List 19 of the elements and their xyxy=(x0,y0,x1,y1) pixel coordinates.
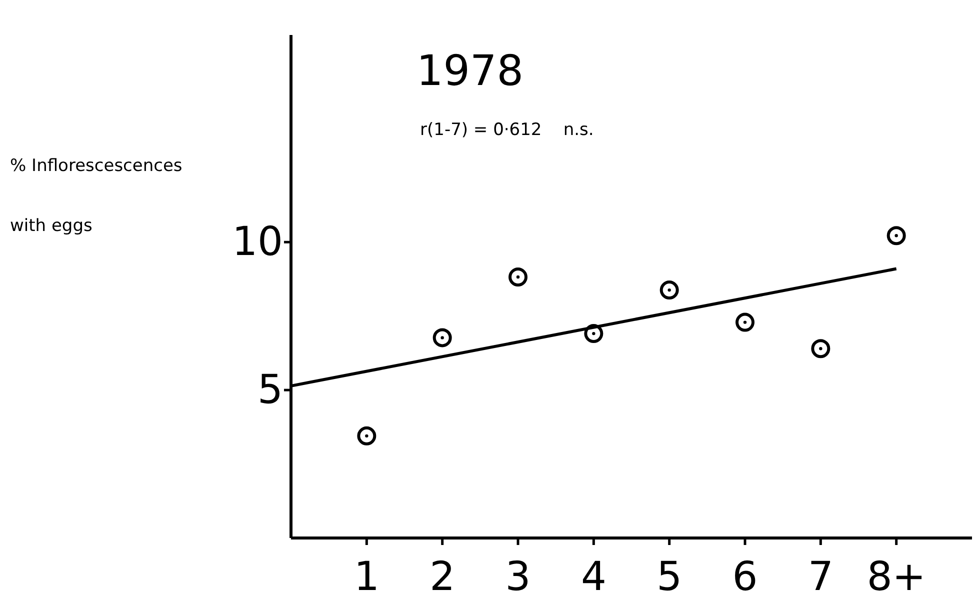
point xyxy=(811,339,830,358)
x-tick-label: 1 xyxy=(354,554,380,600)
x-tick-label: 2 xyxy=(430,554,456,600)
x-tick-label: 5 xyxy=(656,554,682,600)
point xyxy=(660,280,679,300)
x-tick-label: 4 xyxy=(580,554,606,600)
x-tick-label: 7 xyxy=(808,554,834,600)
point xyxy=(508,268,528,287)
text: % Inflorescescences with eggs xyxy=(10,156,182,236)
x-tick-label: 6 xyxy=(732,554,758,600)
x-tick-label: 8+ xyxy=(866,554,926,600)
point xyxy=(357,426,376,446)
y-tick-label: 10 xyxy=(232,219,283,266)
point xyxy=(736,312,754,332)
annotation: r(1-7) = 0·612 n.s. xyxy=(420,120,594,140)
point xyxy=(432,328,452,348)
point xyxy=(886,226,906,246)
x-tick-label: 3 xyxy=(505,554,531,600)
chart-title: 1978 xyxy=(416,46,524,95)
